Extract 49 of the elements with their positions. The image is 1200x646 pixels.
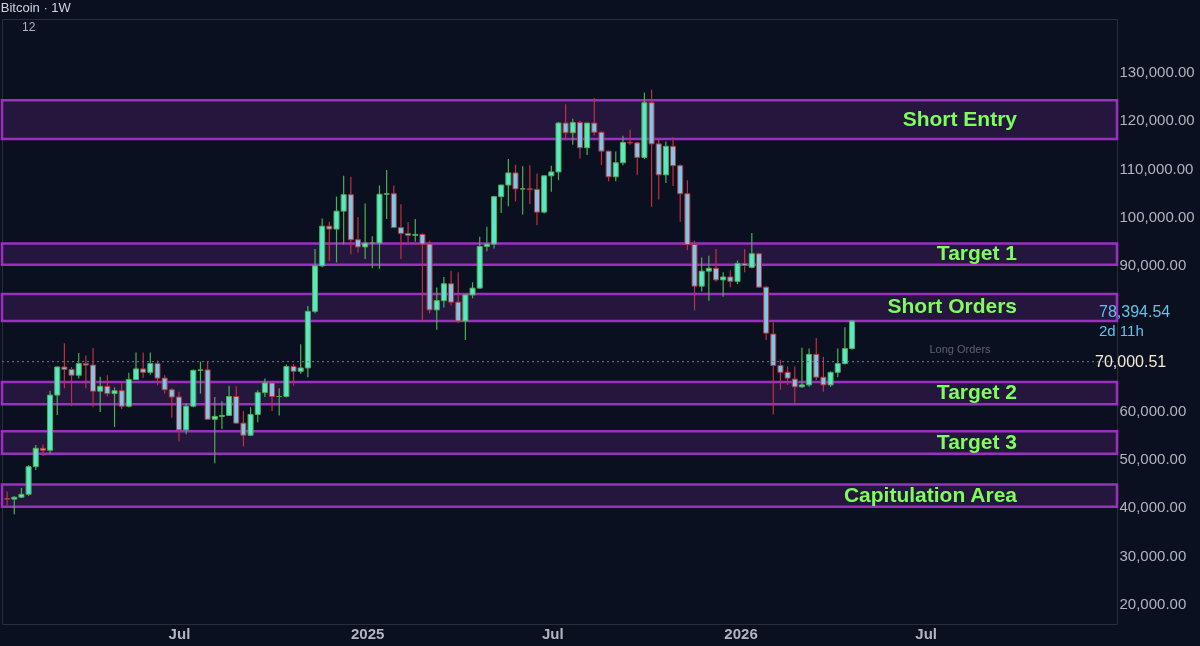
y-tick-label: 60,000.00 [1119,401,1187,419]
candlestick [362,202,369,260]
candlestick [290,363,297,387]
candlestick [147,351,154,376]
x-tick-label: 2025 [351,624,385,642]
candlestick [720,271,727,298]
candlestick [562,103,569,142]
y-tick-label: 110,000.00 [1119,159,1194,177]
y-tick-label: 100,000.00 [1119,207,1195,225]
candlestick [326,221,333,262]
band-label: Target 2 [936,380,1017,404]
candlestick [741,248,748,273]
candlestick [111,386,118,428]
y-tick-label: 30,000.00 [1119,546,1187,564]
candlestick [269,382,276,412]
x-tick-label: Jul [915,624,938,642]
candlestick [4,490,11,507]
annotation: Long Orders [929,342,992,355]
candlestick [39,443,46,457]
candlestick [75,352,82,380]
band-label: Target 1 [936,241,1018,265]
candlestick [97,376,104,413]
y-tick-label: 130,000.00 [1119,62,1195,80]
candlestick [734,259,741,285]
x-tick-label: Jul [542,624,564,642]
candlestick [713,248,720,283]
chart-title: Bitcoin · 1W [0,0,72,15]
candlestick [118,382,125,410]
ref-line-label: 70,000.51 [1095,352,1167,370]
y-tick-label: 40,000.00 [1119,498,1187,516]
candlestick [140,351,147,379]
candlestick [512,164,519,203]
band-label: Target 3 [936,429,1017,453]
candlestick [412,218,419,243]
y-tick-label: 120,000.00 [1119,111,1195,129]
x-tick-label: 2026 [724,624,758,642]
x-tick-label: Jul [168,624,191,642]
y-tick-label: 90,000.00 [1119,256,1187,274]
y-tick-label: 20,000.00 [1119,595,1187,613]
annotation: 12 [22,20,36,34]
band-label: Capitulation Area [843,482,1018,506]
candlestick [104,374,111,398]
candlestick [569,118,576,146]
candlestick [519,165,526,216]
annotation: 2d 11h [1099,322,1144,340]
band-label: Short Entry [902,106,1018,130]
candlestick [748,232,755,269]
band-label: Short Orders [887,294,1017,318]
y-tick-label: 50,000.00 [1119,449,1187,467]
